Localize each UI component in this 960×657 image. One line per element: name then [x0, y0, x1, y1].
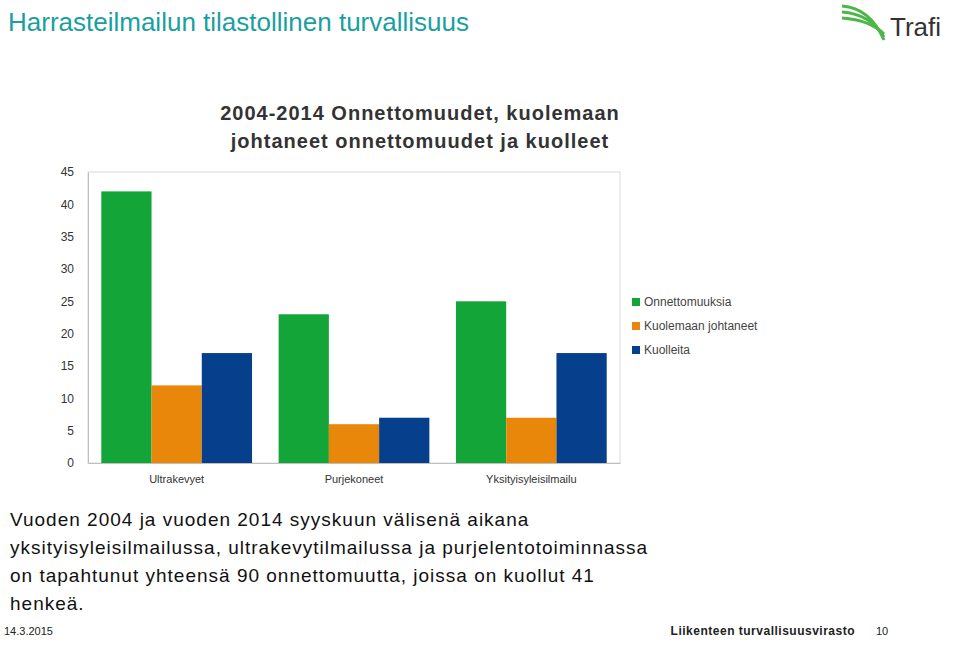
bar — [506, 418, 556, 463]
bar — [202, 353, 252, 463]
bars — [101, 191, 606, 463]
x-tick-label: Ultrakevyet — [149, 473, 204, 485]
y-tick-label: 45 — [61, 165, 75, 179]
y-tick-label: 20 — [61, 327, 75, 341]
y-tick-label: 40 — [61, 198, 75, 212]
logo-swoosh — [842, 6, 884, 40]
y-axis-line — [88, 173, 89, 464]
y-tick-label: 10 — [61, 392, 75, 406]
legend-swatch — [632, 298, 640, 306]
bar — [152, 385, 202, 463]
y-tick-label: 30 — [61, 262, 75, 276]
x-tick-label: Purjekoneet — [325, 473, 384, 485]
y-tick: 40 — [61, 198, 88, 212]
y-tick-label: 15 — [61, 359, 75, 373]
x-tick: Yksityisyleisilmailu — [486, 463, 576, 485]
y-tick-label: 0 — [67, 456, 74, 470]
page-number: 10 — [876, 625, 888, 637]
x-axis: Ultrakevyet Purjekoneet Yksityisyleisilmai… — [89, 463, 621, 485]
bar — [456, 301, 506, 463]
y-axis: 0 5 10 15 20 25 30 35 40 45 — [61, 165, 89, 470]
legend-swatch — [632, 322, 640, 330]
summary-text: on tapahtunut yhteensä 90 onnettomuutta,… — [10, 565, 595, 586]
page-heading: Harrasteilmailun tilastollinen turvallis… — [8, 7, 469, 37]
chart-title: johtaneet onnettomuudet ja kuolleet — [230, 130, 609, 152]
footer-date: 14.3.2015 — [4, 625, 53, 637]
x-tick: Ultrakevyet — [149, 463, 204, 485]
y-tick: 10 — [61, 392, 88, 406]
legend: Onnettomuuksia Kuolemaan johtaneet Kuollei… — [632, 295, 758, 357]
legend-label: Kuolemaan johtaneet — [644, 319, 758, 333]
summary-text: henkeä. — [10, 593, 85, 614]
legend-label: Kuolleita — [644, 343, 690, 357]
y-tick-label: 25 — [61, 295, 75, 309]
legend-swatch — [632, 346, 640, 354]
y-tick: 5 — [67, 424, 88, 438]
bar — [101, 191, 151, 463]
logo: Trafi — [842, 6, 941, 42]
bar — [329, 424, 379, 463]
y-tick: 20 — [61, 327, 88, 341]
page: Harrasteilmailun tilastollinen turvallis… — [0, 0, 960, 657]
footer-organization: Liikenteen turvallisuusvirasto — [671, 624, 855, 638]
y-tick: 15 — [61, 359, 88, 373]
logo-swoosh — [842, 12, 884, 37]
bar — [379, 418, 429, 463]
y-tick: 25 — [61, 295, 88, 309]
x-tick-label: Yksityisyleisilmailu — [486, 473, 576, 485]
legend-label: Onnettomuuksia — [644, 295, 732, 309]
y-tick: 45 — [61, 165, 88, 179]
y-tick-label: 5 — [67, 424, 74, 438]
logo-swoosh — [842, 18, 884, 34]
y-tick: 30 — [61, 262, 88, 276]
bar — [556, 353, 606, 463]
bar — [279, 314, 329, 463]
y-tick: 0 — [67, 456, 88, 470]
y-tick: 35 — [61, 230, 88, 244]
x-axis-line — [89, 463, 621, 464]
y-tick-label: 35 — [61, 230, 75, 244]
x-tick: Purjekoneet — [325, 463, 384, 485]
chart-title: 2004-2014 Onnettomuudet, kuolemaan — [220, 102, 620, 124]
logo-text: Trafi — [890, 12, 941, 42]
summary-text: yksityisyleisilmailussa, ultrakevytilmai… — [10, 537, 648, 558]
plot-frame — [88, 172, 620, 463]
summary-text: Vuoden 2004 ja vuoden 2014 syyskuun väli… — [10, 509, 529, 530]
